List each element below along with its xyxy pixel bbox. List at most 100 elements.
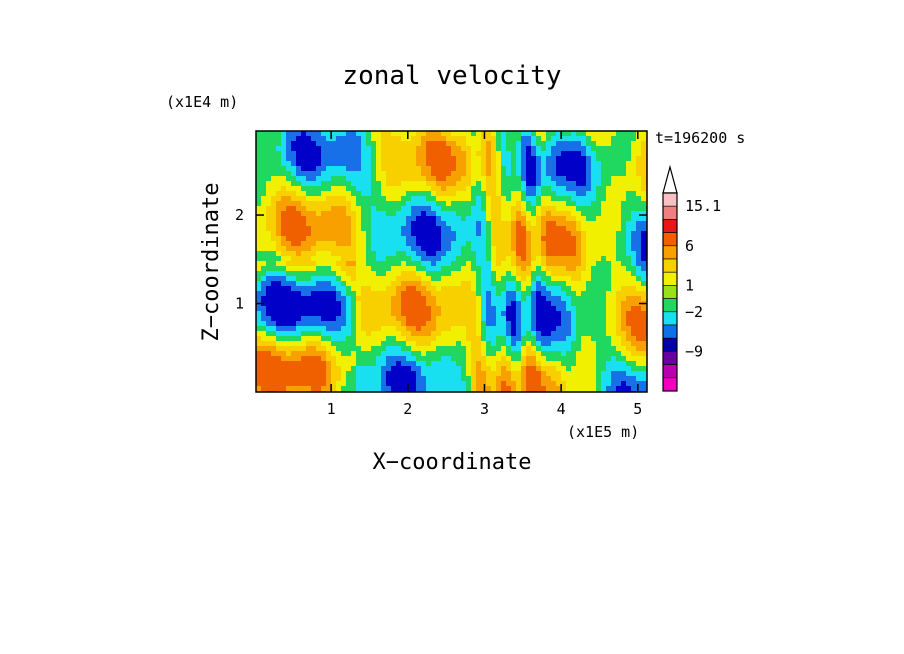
field-cell bbox=[261, 381, 267, 387]
field-cell bbox=[416, 131, 422, 137]
field-cell bbox=[466, 281, 472, 287]
field-cell bbox=[346, 201, 352, 207]
field-cell bbox=[631, 191, 637, 197]
field-cell bbox=[266, 386, 272, 392]
field-cell bbox=[436, 196, 442, 202]
field-cell bbox=[321, 186, 327, 192]
field-cell bbox=[331, 181, 337, 187]
field-cell bbox=[541, 281, 547, 287]
field-cell bbox=[531, 286, 537, 292]
field-cell bbox=[596, 211, 602, 217]
field-cell bbox=[471, 351, 477, 357]
field-cell bbox=[441, 236, 447, 242]
field-cell bbox=[621, 246, 627, 252]
field-cell bbox=[296, 216, 302, 222]
field-cell bbox=[421, 341, 427, 347]
field-cell bbox=[601, 201, 607, 207]
field-cell bbox=[631, 321, 637, 327]
field-cell bbox=[416, 336, 422, 342]
field-cell bbox=[596, 251, 602, 257]
field-cell bbox=[616, 261, 622, 267]
field-cell bbox=[316, 196, 322, 202]
field-cell bbox=[451, 211, 457, 217]
field-cell bbox=[526, 326, 532, 332]
field-cell bbox=[396, 346, 402, 352]
field-cell bbox=[441, 221, 447, 227]
field-cell bbox=[531, 271, 537, 277]
field-cell bbox=[576, 171, 582, 177]
field-cell bbox=[516, 331, 522, 337]
field-cell bbox=[371, 286, 377, 292]
field-cell bbox=[371, 261, 377, 267]
field-cell bbox=[596, 176, 602, 182]
field-cell bbox=[271, 181, 277, 187]
field-cell bbox=[611, 146, 617, 152]
field-cell bbox=[416, 221, 422, 227]
field-cell bbox=[346, 141, 352, 147]
field-cell bbox=[546, 201, 552, 207]
field-cell bbox=[501, 221, 507, 227]
field-cell bbox=[321, 356, 327, 362]
field-cell bbox=[416, 376, 422, 382]
field-cell bbox=[326, 346, 332, 352]
field-cell bbox=[561, 311, 567, 317]
field-cell bbox=[356, 381, 362, 387]
field-cell bbox=[596, 371, 602, 377]
field-cell bbox=[336, 261, 342, 267]
field-cell bbox=[466, 366, 472, 372]
field-cell bbox=[491, 266, 497, 272]
field-cell bbox=[596, 321, 602, 327]
field-cell bbox=[526, 321, 532, 327]
field-cell bbox=[626, 251, 632, 257]
field-cell bbox=[391, 131, 397, 137]
field-cell bbox=[396, 211, 402, 217]
field-cell bbox=[576, 311, 582, 317]
field-cell bbox=[616, 281, 622, 287]
field-cell bbox=[371, 311, 377, 317]
field-cell bbox=[611, 136, 617, 142]
field-cell bbox=[561, 131, 567, 137]
field-cell bbox=[466, 376, 472, 382]
field-cell bbox=[326, 361, 332, 367]
field-cell bbox=[301, 156, 307, 162]
field-cell bbox=[511, 291, 517, 297]
field-cell bbox=[451, 326, 457, 332]
field-cell bbox=[326, 186, 332, 192]
field-cell bbox=[441, 246, 447, 252]
field-cell bbox=[376, 331, 382, 337]
field-cell bbox=[621, 276, 627, 282]
field-cell bbox=[446, 161, 452, 167]
field-cell bbox=[546, 216, 552, 222]
field-cell bbox=[596, 181, 602, 187]
field-cell bbox=[516, 136, 522, 142]
field-cell bbox=[531, 361, 537, 367]
field-cell bbox=[566, 136, 572, 142]
field-cell bbox=[446, 376, 452, 382]
field-cell bbox=[471, 361, 477, 367]
field-cell bbox=[396, 256, 402, 262]
field-cell bbox=[371, 201, 377, 207]
field-cell bbox=[571, 176, 577, 182]
field-cell bbox=[561, 296, 567, 302]
field-cell bbox=[541, 286, 547, 292]
field-cell bbox=[496, 381, 502, 387]
field-cell bbox=[546, 326, 552, 332]
colorbar-bin bbox=[662, 192, 678, 207]
field-cell bbox=[406, 141, 412, 147]
field-cell bbox=[461, 361, 467, 367]
field-cell bbox=[476, 351, 482, 357]
field-cell bbox=[506, 171, 512, 177]
field-cell bbox=[291, 166, 297, 172]
field-cell bbox=[471, 326, 477, 332]
field-cell bbox=[591, 301, 597, 307]
field-cell bbox=[361, 281, 367, 287]
field-cell bbox=[641, 131, 647, 137]
field-cell bbox=[436, 186, 442, 192]
field-cell bbox=[461, 156, 467, 162]
field-cell bbox=[466, 276, 472, 282]
field-cell bbox=[611, 386, 617, 392]
field-cell bbox=[441, 241, 447, 247]
field-cell bbox=[411, 331, 417, 337]
field-cell bbox=[326, 276, 332, 282]
field-cell bbox=[546, 231, 552, 237]
